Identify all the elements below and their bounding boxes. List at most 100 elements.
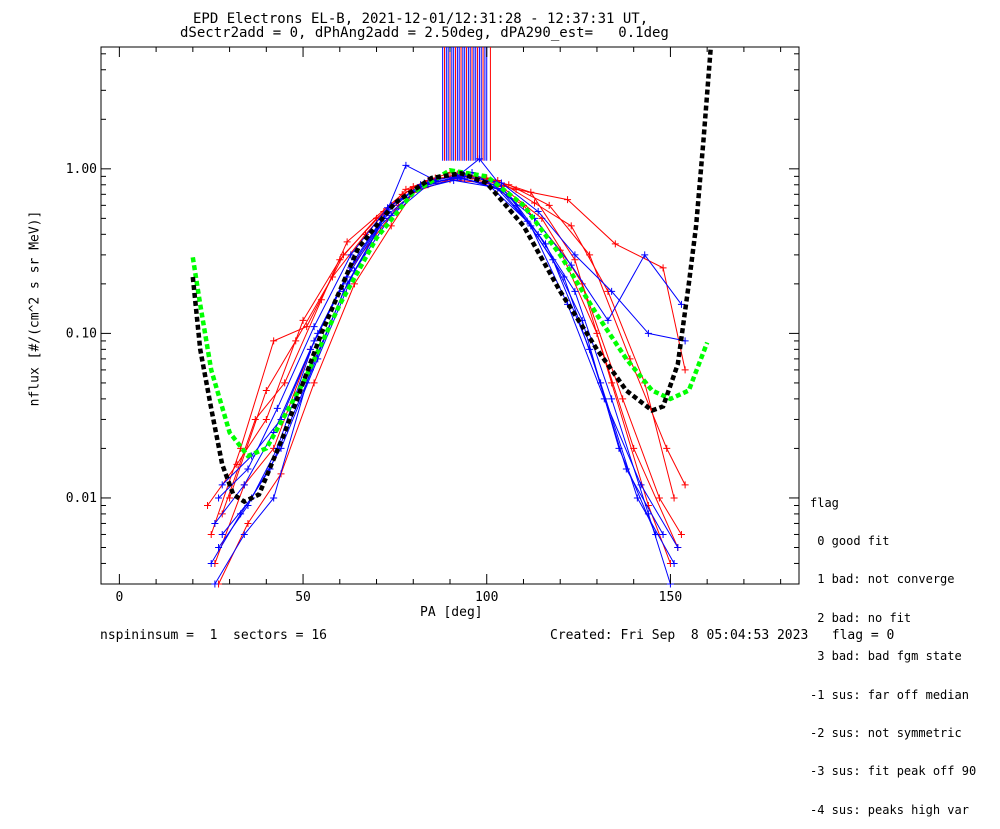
y-tick-label: 1.00 (66, 162, 97, 177)
data-point (336, 256, 344, 264)
data-point (608, 395, 616, 403)
footer-left: nspininsum = 1 sectors = 16 (100, 628, 327, 643)
data-point (270, 337, 278, 345)
data-point (670, 559, 678, 567)
data-point (475, 155, 483, 163)
series-line (229, 175, 686, 499)
data-point (659, 264, 667, 272)
data-point (303, 323, 311, 331)
data-point (262, 386, 270, 394)
data-point (681, 366, 689, 374)
footer-right: Created: Fri Sep 8 05:04:53 2023 flag = … (550, 628, 895, 643)
legend-item: -3 sus: fit peak off 90 (810, 764, 977, 779)
y-tick-label: 0.10 (66, 326, 97, 341)
data-point (310, 379, 318, 387)
data-point (218, 481, 226, 489)
series-line (214, 164, 657, 585)
series-line (210, 173, 675, 535)
data-point (655, 494, 663, 502)
pitch-angle-chart: 0 50 100 150 0.01 0.10 1.00 (66, 46, 800, 605)
x-tick-label: 150 (659, 590, 682, 605)
legend-title: flag (810, 495, 839, 510)
legend-item: -1 sus: far off median (810, 687, 969, 702)
data-point (215, 494, 223, 502)
data-point (619, 395, 627, 403)
data-point (343, 238, 351, 246)
data-point (545, 201, 553, 209)
data-point (204, 501, 212, 509)
data-point (571, 251, 579, 259)
data-point (534, 208, 542, 216)
data-series (204, 155, 689, 588)
data-point (402, 161, 410, 169)
data-point (262, 415, 270, 423)
data-point (233, 460, 241, 468)
data-point (608, 379, 616, 387)
data-point (644, 510, 652, 518)
pa-bin-markers (442, 47, 491, 161)
series-line (210, 179, 675, 564)
data-point (461, 175, 469, 183)
data-point (571, 287, 579, 295)
data-point (644, 329, 652, 337)
y-axis-label: nflux [#/(cm^2 s sr MeV)] (27, 210, 43, 407)
data-point (674, 543, 682, 551)
data-point (564, 196, 572, 204)
data-point (534, 230, 542, 238)
data-point (310, 323, 318, 331)
data-point (527, 188, 535, 196)
black-fit-curve (190, 46, 714, 505)
data-point (273, 404, 281, 412)
x-tick-label: 50 (295, 590, 311, 605)
data-point (641, 251, 649, 259)
data-point (244, 465, 252, 473)
data-point (218, 530, 226, 538)
data-point (281, 379, 289, 387)
data-point (663, 444, 671, 452)
data-point (240, 481, 248, 489)
data-point (567, 261, 575, 269)
chart-title-line1: EPD Electrons EL-B, 2021-12-01/12:31:28 … (193, 11, 649, 27)
fit-curves (190, 46, 714, 505)
data-point (608, 287, 616, 295)
data-point (207, 530, 215, 538)
legend-item: 3 bad: bad fgm state (810, 649, 962, 664)
data-point (306, 345, 314, 353)
data-point (677, 530, 685, 538)
chart-title-line2: dSectr2add = 0, dPhAng2add = 2.50deg, dP… (180, 25, 669, 41)
x-axis-label: PA [deg] (420, 605, 483, 620)
legend-item: -4 sus: peaks high var (810, 802, 969, 817)
data-point (402, 185, 410, 193)
data-point (611, 240, 619, 248)
green-fit-curve (190, 167, 710, 459)
data-point (339, 251, 347, 259)
data-point (240, 530, 248, 538)
legend-item: 2 bad: no fit (810, 610, 912, 625)
legend-item: 0 good fit (810, 533, 890, 548)
data-point (659, 530, 667, 538)
data-point (226, 494, 234, 502)
data-point (530, 199, 538, 207)
x-tick-label: 100 (475, 590, 498, 605)
axes: 0 50 100 150 0.01 0.10 1.00 (66, 47, 799, 605)
x-tick-label: 0 (115, 590, 123, 605)
legend-item: -2 sus: not symmetric (810, 725, 962, 740)
data-point (244, 519, 252, 527)
series-line (221, 178, 671, 585)
data-point (681, 481, 689, 489)
data-point (670, 494, 678, 502)
data-point (604, 316, 612, 324)
data-point (211, 519, 219, 527)
data-point (567, 222, 575, 230)
series-line (218, 177, 682, 499)
y-tick-label: 0.01 (66, 491, 97, 506)
data-point (299, 316, 307, 324)
data-point (270, 494, 278, 502)
legend-item: 1 bad: not converge (810, 572, 955, 587)
data-point (586, 345, 594, 353)
series-line (221, 175, 686, 486)
data-point (207, 559, 215, 567)
series-line (218, 179, 679, 585)
data-point (633, 494, 641, 502)
data-point (622, 465, 630, 473)
